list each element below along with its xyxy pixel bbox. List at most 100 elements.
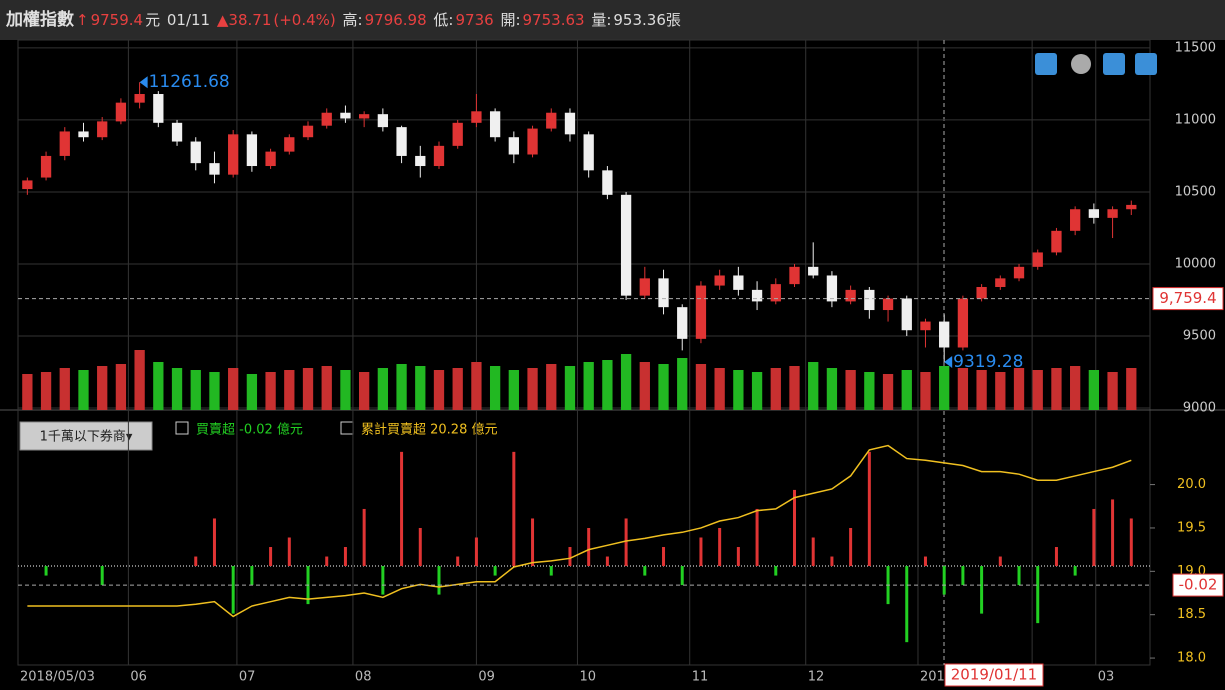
high-label: 高: <box>342 11 363 29</box>
net-bar <box>212 518 216 567</box>
volume-bar <box>190 370 201 410</box>
y-tick-label: 11000 <box>1175 112 1216 127</box>
y-tick-label: 10000 <box>1175 256 1216 271</box>
candle-body <box>22 180 33 190</box>
candle-body <box>153 94 164 123</box>
net-bar <box>643 566 647 576</box>
net-bar <box>568 547 572 567</box>
volume-bar <box>733 370 744 410</box>
candle-body <box>639 278 650 296</box>
dropdown[interactable] <box>19 421 153 451</box>
candle-body <box>1088 209 1100 218</box>
volume-bar <box>171 368 183 410</box>
candle-body <box>415 155 426 167</box>
net-bar <box>624 518 628 567</box>
volume-bar <box>471 362 482 410</box>
candle-body <box>228 134 239 175</box>
volume-bar <box>751 372 763 410</box>
net-bar <box>194 556 198 567</box>
candle-body <box>939 321 950 348</box>
net-bar <box>849 527 853 567</box>
high: 9796.98 <box>364 11 427 29</box>
volume-bar <box>134 350 145 410</box>
header: 加權指數 ↑ 9759.4 元 01/11 ▲38.71 (+0.4%) 高: 9796.… <box>0 0 1225 40</box>
volume-bar <box>845 370 856 410</box>
net-bar <box>474 537 478 567</box>
net-bar <box>325 556 329 567</box>
volume-bar <box>602 360 613 410</box>
candle-body <box>602 170 613 195</box>
button[interactable] <box>1103 53 1125 75</box>
net-bar <box>1092 508 1096 567</box>
candle-body <box>901 298 912 331</box>
net-bar <box>1017 566 1021 586</box>
low-annotation: 9319.28 <box>953 352 1023 372</box>
volume-bar <box>995 372 1006 410</box>
volume-bar <box>22 374 33 410</box>
x-tick-label: 06 <box>130 670 147 685</box>
volume-bar <box>340 370 351 410</box>
net-bar <box>531 518 535 567</box>
x-tick-label: 09 <box>478 670 495 685</box>
candle-body <box>396 127 407 156</box>
candle-body <box>115 102 127 122</box>
net-bar <box>1073 566 1077 576</box>
volume-bar <box>527 368 538 410</box>
volume-bar <box>78 370 89 410</box>
net-bar <box>680 566 684 586</box>
dropdown-label[interactable]: 1千萬以下券商▾ <box>40 429 133 445</box>
candle-body <box>1070 209 1081 231</box>
candle-body <box>265 151 276 167</box>
volume-bar <box>583 362 594 410</box>
button[interactable] <box>1071 54 1091 74</box>
net-bar <box>605 556 609 567</box>
x-tick-label: 07 <box>239 670 256 685</box>
x-tick-label: 10 <box>579 670 596 685</box>
volume-bar <box>920 372 931 410</box>
volume-bar <box>246 374 258 410</box>
y-tick-label: 10500 <box>1175 184 1216 199</box>
candle-body <box>770 284 781 302</box>
volume-bar <box>957 368 969 410</box>
candle-body <box>452 122 463 146</box>
candle-body <box>789 266 800 285</box>
y-tick-label: 9000 <box>1183 400 1216 415</box>
cumulative-line <box>27 444 1132 618</box>
change-pct: (+0.4%) <box>273 11 336 29</box>
checkbox[interactable] <box>175 421 189 435</box>
net-bar <box>1111 499 1115 567</box>
x-tick-label: 08 <box>355 670 372 685</box>
tool-buttons <box>1035 53 1157 75</box>
x-tick-label: 11 <box>692 670 709 685</box>
unit: 元 <box>145 11 161 29</box>
index-name: 加權指數 <box>6 10 74 30</box>
candle-body <box>321 112 332 126</box>
button[interactable] <box>1035 53 1057 75</box>
price: 9759.4 <box>90 11 144 29</box>
candle-body <box>1032 252 1043 267</box>
candle-body <box>359 114 370 119</box>
candle-body <box>527 128 538 155</box>
change: ▲38.71 <box>216 11 272 29</box>
candle-body <box>190 141 201 164</box>
low-label: 低: <box>433 11 454 29</box>
x-tick-label: 03 <box>1098 670 1115 685</box>
candle-body <box>340 112 351 119</box>
candle-body <box>1013 266 1025 279</box>
y-tick-label: 11500 <box>1175 40 1216 55</box>
net-bar <box>381 566 385 595</box>
volume-bar <box>976 370 987 410</box>
volume-bar <box>882 374 894 410</box>
checkbox[interactable] <box>340 421 354 435</box>
net-box-label: -0.02 <box>1179 576 1218 594</box>
volume-bar <box>59 368 70 410</box>
net-bar <box>905 566 909 643</box>
net-bar <box>792 489 796 567</box>
candle-body <box>733 275 744 290</box>
net-bar <box>343 547 347 567</box>
candle-body <box>714 275 725 286</box>
candle-body <box>1107 209 1118 218</box>
button[interactable] <box>1135 53 1157 75</box>
volume-label: 量: <box>591 11 612 29</box>
